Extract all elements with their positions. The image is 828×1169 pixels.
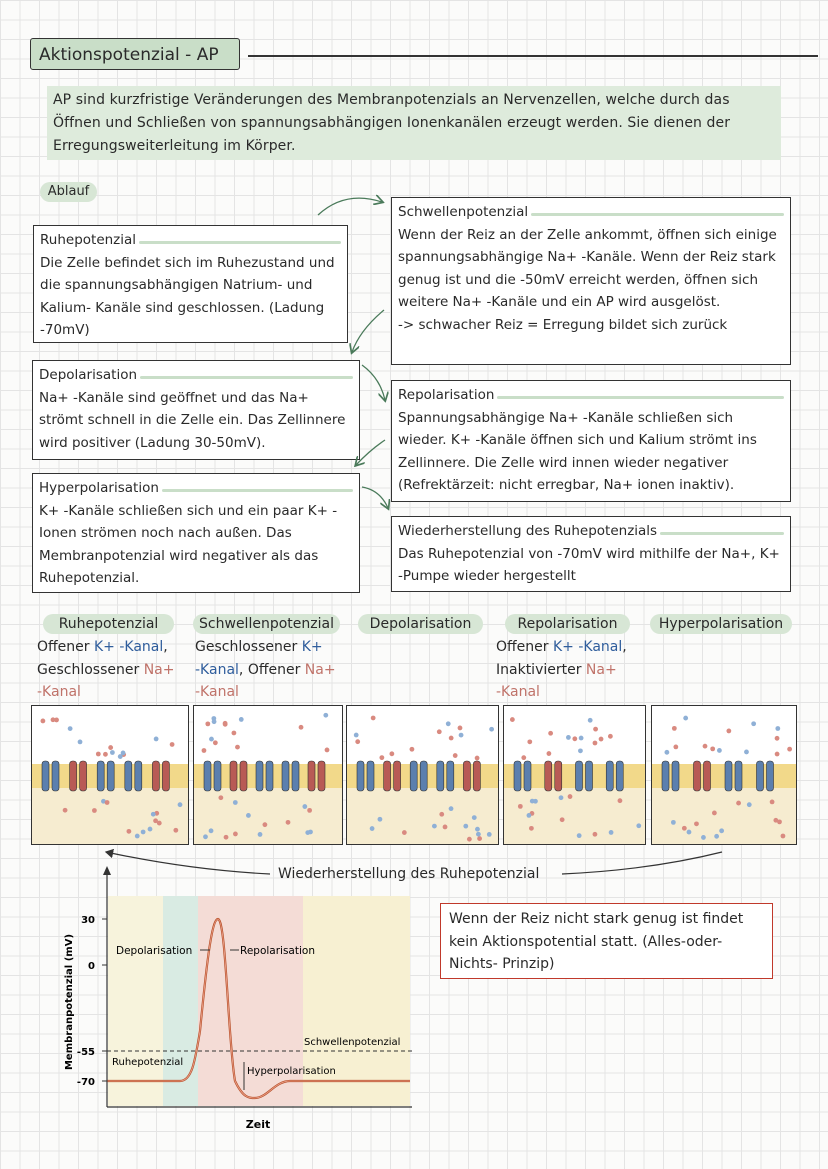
membrane-panel-1	[31, 705, 189, 845]
state-repolarisation: Offener K+ -Kanal, Inaktivierter Na+ -Ka…	[496, 639, 627, 700]
box-text: Na+ -Kanäle sind geöffnet und das Na+ st…	[39, 389, 346, 451]
box-text: Das Ruhepotenzial von -70mV wird mithilf…	[398, 545, 780, 585]
page-title: Aktionspotenzial - AP	[30, 38, 240, 70]
box-hyperpolarisation: Hyperpolarisation K+ -Kanäle schließen s…	[32, 473, 360, 593]
y-tick-label: -55	[77, 1047, 95, 1058]
box-repolarisation: Repolarisation Spannungsabhängige Na+ -K…	[391, 380, 791, 502]
annotation-hyperpolarisation: Hyperpolarisation	[247, 1066, 336, 1077]
y-axis-arrow	[103, 866, 111, 875]
arrow-depol-to-repol	[361, 364, 385, 400]
box-title: Depolarisation	[39, 367, 138, 383]
y-tick-label: 30	[81, 915, 95, 926]
ablauf-label: Ablauf	[40, 182, 97, 202]
annotation-schwellenpotenzial: Schwellenpotenzial	[304, 1037, 400, 1048]
state-ruhepotenzial: Offener K+ -Kanal, Geschlossener Na+ -Ka…	[37, 639, 175, 700]
intro-text: AP sind kurzfristige Veränderungen des M…	[47, 86, 781, 160]
membrane-panel-5	[651, 705, 797, 845]
restore-arrow	[104, 848, 723, 875]
box-title: Schwellenpotenzial	[398, 204, 529, 220]
box-title: Wiederherstellung des Ruhepotenzials	[398, 523, 658, 539]
arrow-hyper-to-wieder	[361, 486, 388, 508]
restore-label: Wiederherstellung des Ruhepotenzial	[278, 866, 540, 882]
membrane-panel-3	[346, 705, 499, 845]
box-text: K+ -Kanäle schließen sich und ein paar K…	[39, 502, 338, 587]
ap-curve-highlight	[107, 918, 410, 1099]
box-title: Repolarisation	[398, 387, 495, 403]
y-tick-label: 0	[88, 961, 95, 972]
phase-tag-hyperpolarisation: Hyperpolarisation	[650, 614, 792, 634]
state-schwellenpotenzial: Geschlossener K+ -Kanal, Offener Na+ -Ka…	[195, 639, 336, 700]
box-depolarisation: Depolarisation Na+ -Kanäle sind geöffnet…	[32, 360, 360, 460]
rest-band	[108, 896, 163, 1106]
phase-tag-repolarisation: Repolarisation	[505, 614, 630, 634]
membrane-panel-4	[503, 705, 646, 845]
phase-tag-ruhepotenzial: Ruhepotenzial	[43, 614, 174, 634]
y-tick-label: -70	[77, 1077, 95, 1088]
hyper-band	[303, 896, 410, 1106]
flow-arrows	[317, 0, 828, 620]
box-wiederherstellung: Wiederherstellung des Ruhepotenzials Das…	[391, 516, 791, 592]
box-title: Hyperpolarisation	[39, 480, 159, 496]
action-potential-chart: 30 0 -55 -70 Membranpotenzial (mV) Zeit Dep…	[64, 866, 412, 1131]
box-text: Spannungsabhängige Na+ -Kanäle schließen…	[398, 409, 757, 494]
box-text: Wenn der Reiz an der Zelle ankommt, öffn…	[398, 226, 777, 311]
depol-band	[163, 896, 198, 1106]
y-axis-label: Membranpotenzial (mV)	[64, 934, 75, 1070]
box-ruhepotenzial: Ruhepotenzial Die Zelle befindet sich im…	[33, 225, 348, 343]
arrow-repol-to-hyper	[356, 439, 386, 465]
box-title: Ruhepotenzial	[40, 232, 137, 248]
box-note: -> schwacher Reiz = Erregung bildet sich…	[398, 316, 728, 333]
repol-band	[198, 896, 303, 1106]
title-underline	[248, 55, 818, 57]
note-box: Wenn der Reiz nicht stark genug ist find…	[440, 903, 773, 979]
annotation-depolarisation: Depolarisation	[116, 945, 192, 957]
membrane-panel-2	[193, 705, 343, 845]
annotation-repolarisation: Repolarisation	[240, 945, 315, 957]
phase-tag-schwellenpotenzial: Schwellenpotenzial	[193, 614, 340, 634]
box-schwellenpotenzial: Schwellenpotenzial Wenn der Reiz an der …	[391, 197, 791, 365]
arrow-ruhe-to-schwelle	[317, 198, 382, 216]
arrow-schwelle-to-depol	[352, 309, 385, 352]
annotation-ruhepotenzial: Ruhepotenzial	[112, 1057, 183, 1068]
phase-tag-depolarisation: Depolarisation	[358, 614, 483, 634]
x-axis-label: Zeit	[246, 1118, 270, 1131]
box-text: Die Zelle befindet sich im Ruhezustand u…	[40, 254, 335, 339]
